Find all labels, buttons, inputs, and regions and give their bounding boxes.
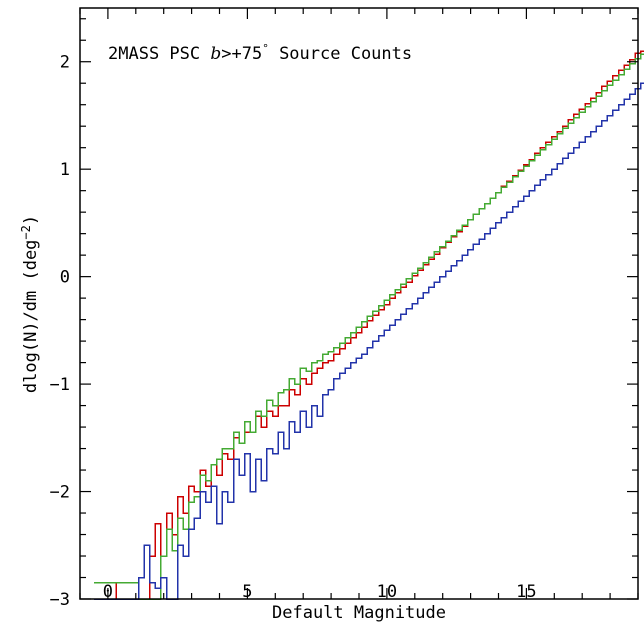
y-tick-label: −1 <box>50 375 70 395</box>
x-tick-label: 15 <box>516 582 536 602</box>
plot-frame <box>79 7 639 600</box>
series-layer <box>94 50 644 600</box>
series-line-2 <box>94 82 644 600</box>
x-tick-label: 10 <box>377 582 397 602</box>
chart-title: 2MASS PSC b>+75° Source Counts <box>108 42 412 64</box>
x-axis-label: Default Magnitude <box>272 603 446 623</box>
ticks-layer <box>79 8 639 600</box>
tick-labels: 0 5 10 15 −3 −2 −1 0 1 2 <box>50 53 537 610</box>
y-tick-label: 0 <box>60 268 70 288</box>
y-tick-label: −3 <box>50 590 70 610</box>
y-axis-label: dlog(N)/dm (deg−2) <box>19 215 41 393</box>
y-tick-label: −2 <box>50 483 70 503</box>
series-line-1 <box>94 53 644 600</box>
y-tick-label: 2 <box>60 53 70 73</box>
x-tick-label: 0 <box>103 582 113 602</box>
x-tick-label: 5 <box>242 582 252 602</box>
y-tick-label: 1 <box>60 160 70 180</box>
series-line-0 <box>94 50 644 600</box>
